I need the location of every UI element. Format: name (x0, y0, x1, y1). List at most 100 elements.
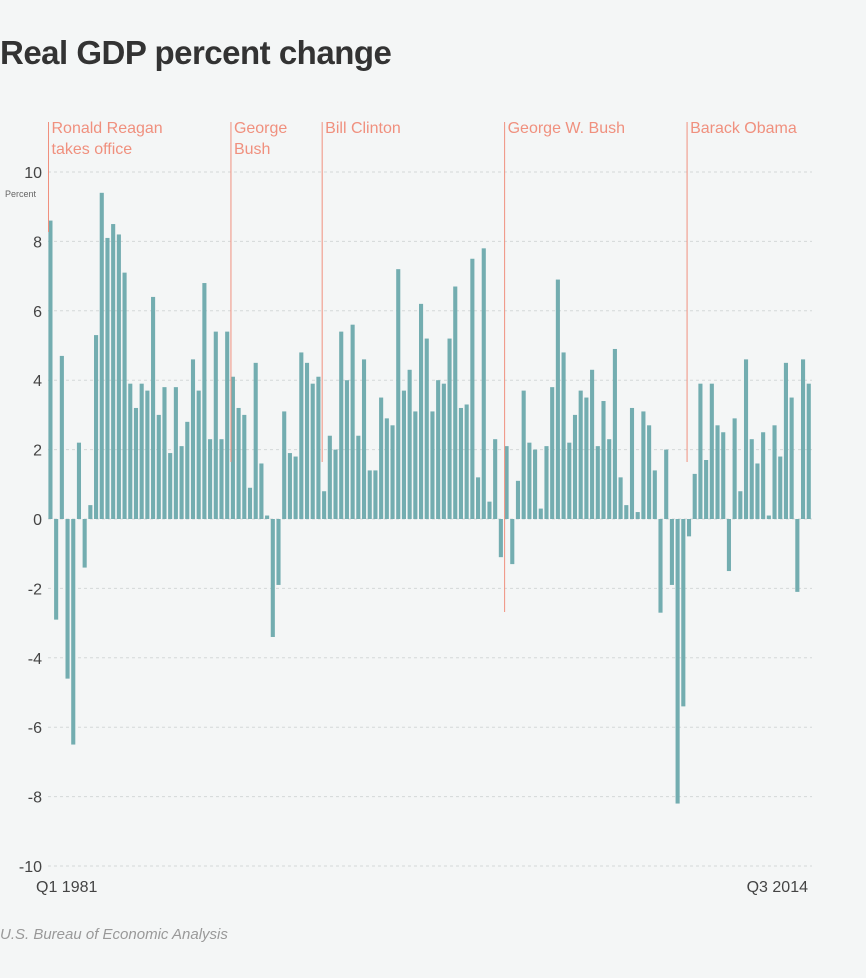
bar (629, 407, 635, 519)
bar (550, 387, 555, 519)
bar (424, 338, 429, 519)
bar (350, 324, 355, 519)
bar (561, 352, 566, 519)
bar (652, 470, 657, 519)
bar (242, 414, 247, 519)
bar (686, 519, 692, 537)
bar (647, 425, 652, 519)
bar (738, 491, 743, 519)
bar (276, 519, 281, 585)
bar (105, 237, 110, 519)
bar (481, 248, 486, 519)
bar (510, 519, 515, 565)
y-tick-label: -10 (19, 859, 42, 876)
bar (413, 411, 418, 519)
bar (590, 369, 595, 519)
bar (464, 404, 469, 519)
bar (145, 390, 150, 519)
bar (122, 272, 127, 519)
bar (498, 519, 503, 558)
bar (441, 383, 446, 519)
bar (601, 401, 606, 519)
bar (259, 463, 264, 519)
bar (476, 477, 481, 519)
bar (373, 470, 378, 519)
bar (533, 449, 538, 519)
bar (470, 258, 475, 519)
bar (704, 460, 709, 519)
bar (236, 407, 241, 519)
bar (783, 362, 788, 519)
bar (356, 435, 361, 519)
president-label-line: Bill Clinton (325, 120, 401, 137)
bar (755, 463, 760, 519)
bar (795, 519, 800, 592)
bar (612, 348, 617, 519)
bar (624, 505, 629, 519)
bar (54, 519, 59, 620)
bar (208, 439, 213, 519)
bar (493, 439, 498, 519)
bar (544, 446, 549, 519)
bar (527, 442, 532, 519)
y-tick-label: -2 (28, 581, 42, 598)
president-label: Ronald Reagan takes office (52, 120, 163, 158)
bar (65, 519, 70, 679)
bar (384, 418, 389, 519)
bar (287, 453, 292, 519)
bar (664, 449, 669, 519)
bar (162, 387, 167, 519)
bar (578, 390, 583, 519)
bar (675, 519, 680, 804)
gridlines (48, 171, 812, 867)
bar (789, 397, 794, 519)
bar (322, 491, 327, 519)
bar (584, 397, 589, 519)
y-tick-label: 6 (33, 304, 42, 321)
bar (453, 286, 458, 519)
bar (213, 331, 218, 519)
bar (71, 519, 76, 745)
bar (59, 355, 64, 519)
x-tick-label-end: Q3 2014 (747, 879, 808, 896)
y-axis-label: Percent (5, 189, 37, 199)
bar (361, 359, 367, 519)
bar (743, 359, 749, 519)
bar (726, 519, 731, 572)
bar (179, 446, 184, 519)
president-label-line: Bush (234, 141, 270, 158)
bar (379, 397, 384, 519)
bar (76, 442, 82, 519)
y-tick-label: 4 (33, 373, 42, 390)
bar (732, 418, 737, 519)
bar (133, 407, 139, 519)
president-markers: Ronald Reagan takes office George Bush Bill … (48, 120, 797, 612)
bar (396, 269, 401, 519)
president-label-line: takes office (52, 141, 133, 158)
bar (447, 338, 452, 519)
bar (253, 362, 258, 519)
y-tick-label: -8 (28, 790, 42, 807)
president-label-line: George (234, 120, 287, 137)
y-tick-label: 0 (33, 512, 42, 529)
y-axis: 10 8 6 4 2 0 -2 -4 -6 -8 -10 Percent Q1 1981 Q3 2014 (5, 165, 808, 896)
y-tick-label: 2 (33, 443, 42, 460)
bar (487, 501, 492, 519)
bar (333, 449, 338, 519)
bar (339, 331, 344, 519)
y-tick-label: -6 (28, 720, 42, 737)
bar (658, 519, 663, 613)
bar (139, 383, 144, 519)
bar (521, 390, 526, 519)
bar (504, 446, 509, 519)
bar (316, 376, 321, 519)
bar (327, 435, 332, 519)
y-tick-label: 10 (24, 165, 42, 182)
source-note: U.S. Bureau of Economic Analysis (0, 926, 228, 943)
y-tick-label: -4 (28, 651, 42, 668)
y-tick-label: 8 (33, 234, 42, 251)
bar (344, 380, 349, 519)
bar (310, 383, 315, 519)
bar (721, 432, 726, 519)
bar (681, 519, 686, 707)
